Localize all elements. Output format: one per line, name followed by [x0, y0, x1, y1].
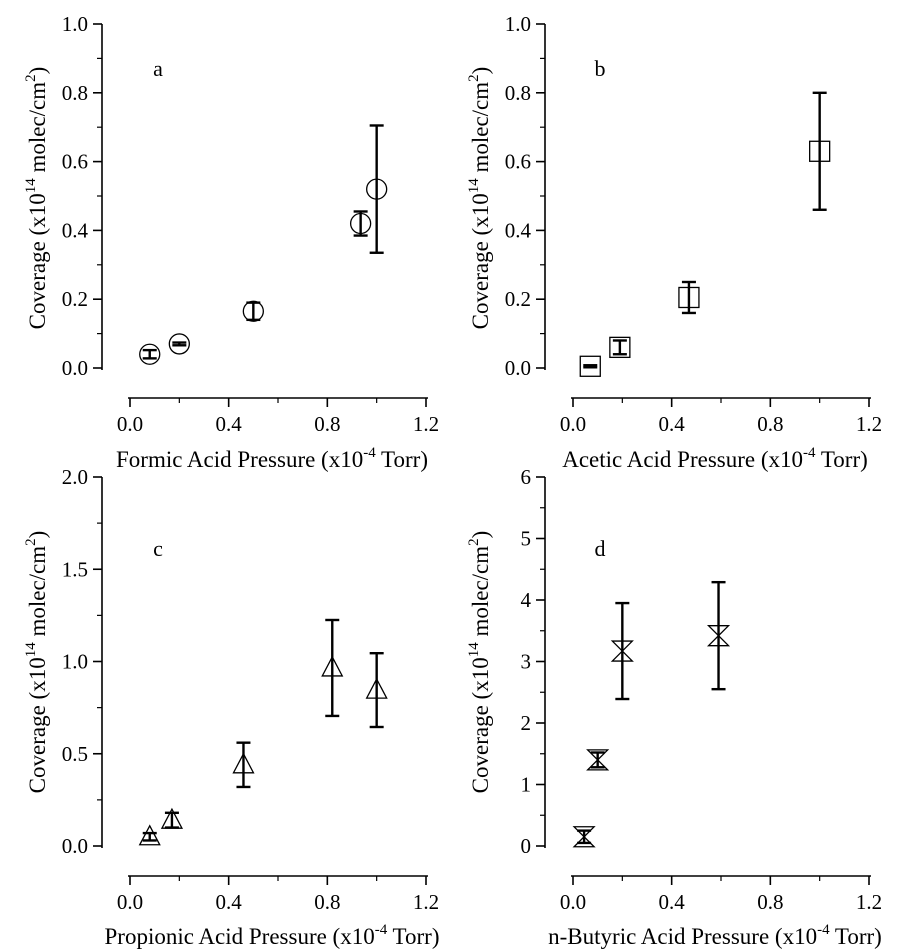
triangle-marker [138, 824, 161, 846]
x-tick-label: 1.2 [856, 890, 882, 914]
x-tick-label: 1.2 [856, 412, 882, 436]
x-axis-label: n-Butyric Acid Pressure (x10-4 Torr) [548, 922, 882, 949]
x-tick-label: 0.0 [117, 890, 143, 914]
y-tick-label: 1.0 [62, 650, 88, 674]
panel-a: 0.0 0.4 0.8 1.2 0.0 0.2 0.4 0.6 0.8 1.0 a Formic Ac… [23, 12, 439, 472]
hourglass-marker [610, 640, 634, 662]
data-point [579, 355, 601, 377]
square-marker [678, 286, 700, 309]
y-tick-label: 0.6 [505, 150, 531, 174]
y-tick-label: 0.0 [62, 356, 88, 380]
y-axis-label: Coverage (x1014 molec/cm2) [23, 531, 50, 794]
circle-marker [139, 343, 161, 365]
y-tick-label: 3 [521, 650, 532, 674]
x-tick-label: 1.2 [413, 890, 439, 914]
panel-label: c [153, 536, 163, 561]
triangle-marker [232, 752, 255, 774]
y-tick-label: 0.6 [62, 150, 88, 174]
x-tick-label: 1.2 [413, 412, 439, 436]
x-tick-label: 0.4 [659, 412, 686, 436]
x-tick-label: 0.0 [117, 412, 143, 436]
x-tick-label: 0.8 [757, 412, 783, 436]
x-tick-label: 0.8 [314, 890, 340, 914]
triangle-marker [160, 807, 184, 829]
square-marker [809, 140, 831, 162]
x-tick-label: 0.4 [216, 412, 243, 436]
hourglass-marker [586, 749, 610, 771]
square-marker [579, 355, 601, 377]
data-point [366, 124, 388, 254]
data-point [609, 336, 631, 359]
x-tick-label: 0.0 [560, 412, 586, 436]
y-tick-label: 0.4 [62, 218, 89, 242]
panel-label: d [595, 536, 606, 561]
data-point [610, 601, 634, 701]
y-axis-label: Coverage (x1014 molec/cm2) [466, 531, 493, 794]
y-tick-label: 0 [521, 834, 532, 858]
triangle-marker [365, 677, 388, 699]
y-tick-label: 0.2 [62, 287, 88, 311]
x-tick-label: 0.8 [314, 412, 340, 436]
data-point [160, 807, 184, 829]
x-tick-label: 0.8 [757, 890, 783, 914]
x-axis-label: Acetic Acid Pressure (x10-4 Torr) [562, 445, 868, 472]
y-tick-label: 2.0 [62, 465, 88, 489]
y-axis-label: Coverage (x1014 molec/cm2) [23, 67, 50, 330]
y-tick-label: 6 [521, 465, 532, 489]
panel-label: b [595, 56, 606, 81]
square-marker [609, 336, 631, 359]
data-point [242, 300, 264, 322]
y-tick-label: 1 [521, 773, 532, 797]
y-tick-label: 0.8 [505, 81, 531, 105]
x-tick-label: 0.4 [659, 890, 686, 914]
data-point [232, 741, 255, 789]
circle-marker [349, 212, 372, 235]
data-point [706, 580, 731, 691]
panel-d: 0.0 0.4 0.8 1.2 0 1 2 3 4 5 6 d n-Butyric Acid Press… [466, 465, 882, 949]
circle-marker [242, 300, 264, 322]
data-point [572, 826, 596, 848]
y-tick-label: 0.2 [505, 287, 531, 311]
hourglass-marker [572, 826, 596, 848]
y-tick-label: 0.0 [505, 356, 531, 380]
data-point [321, 618, 344, 718]
data-point [139, 343, 161, 365]
triangle-marker [321, 655, 344, 677]
x-axis-label: Formic Acid Pressure (x10-4 Torr) [116, 445, 428, 472]
panel-label: a [153, 56, 163, 81]
circle-marker [366, 178, 388, 200]
data-point [678, 280, 700, 315]
x-axis-label: Propionic Acid Pressure (x10-4 Torr) [105, 922, 440, 949]
y-tick-label: 5 [521, 527, 532, 551]
y-tick-label: 1.0 [505, 12, 531, 36]
data-point [809, 91, 831, 211]
data-point [365, 651, 388, 729]
x-tick-label: 0.0 [560, 890, 586, 914]
y-tick-label: 0.4 [505, 218, 532, 242]
y-tick-label: 1.5 [62, 557, 88, 581]
hourglass-marker [706, 625, 731, 647]
y-tick-label: 2 [521, 711, 532, 735]
data-point [586, 749, 610, 771]
circle-marker [168, 333, 190, 355]
x-tick-label: 0.4 [216, 890, 243, 914]
panel-b: 0.0 0.4 0.8 1.2 0.0 0.2 0.4 0.6 0.8 1.0 b Acetic Ac… [466, 12, 882, 472]
y-axis-label: Coverage (x1014 molec/cm2) [466, 67, 493, 330]
panel-c: 0.0 0.4 0.8 1.2 0.0 0.5 1.0 1.5 2.0 c Propionic Ac… [23, 465, 439, 949]
y-tick-label: 0.8 [62, 81, 88, 105]
y-tick-label: 1.0 [62, 12, 88, 36]
y-tick-label: 0.5 [62, 742, 88, 766]
data-point [138, 824, 161, 846]
y-tick-label: 0.0 [62, 834, 88, 858]
y-tick-label: 4 [521, 588, 532, 612]
data-point [349, 210, 372, 237]
data-point [168, 333, 190, 355]
